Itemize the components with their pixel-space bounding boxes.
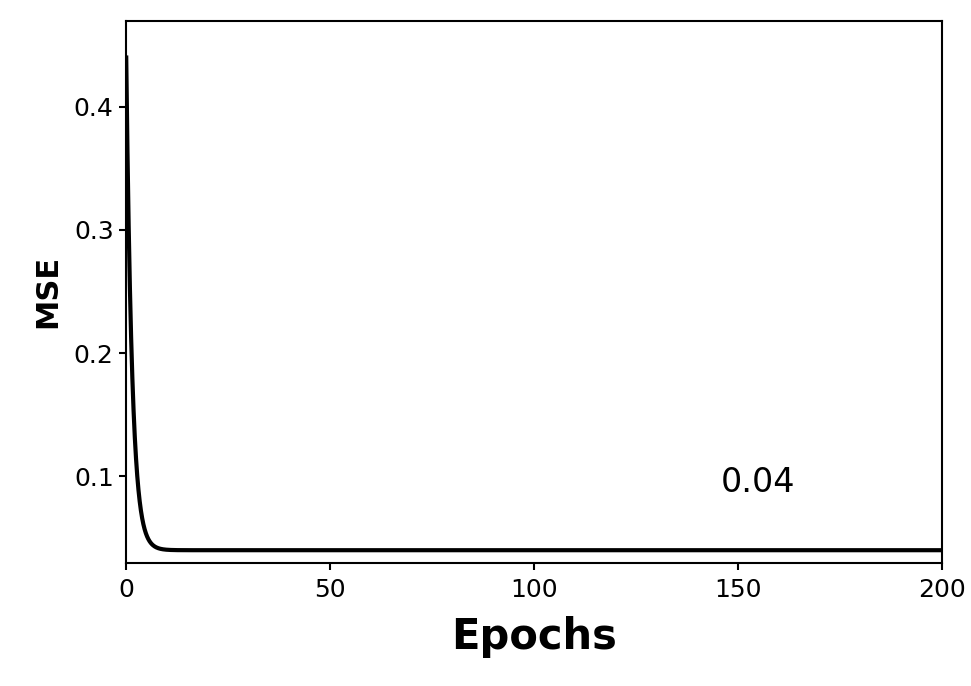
Y-axis label: MSE: MSE — [34, 255, 63, 328]
X-axis label: Epochs: Epochs — [452, 616, 617, 658]
Text: 0.04: 0.04 — [721, 466, 795, 499]
